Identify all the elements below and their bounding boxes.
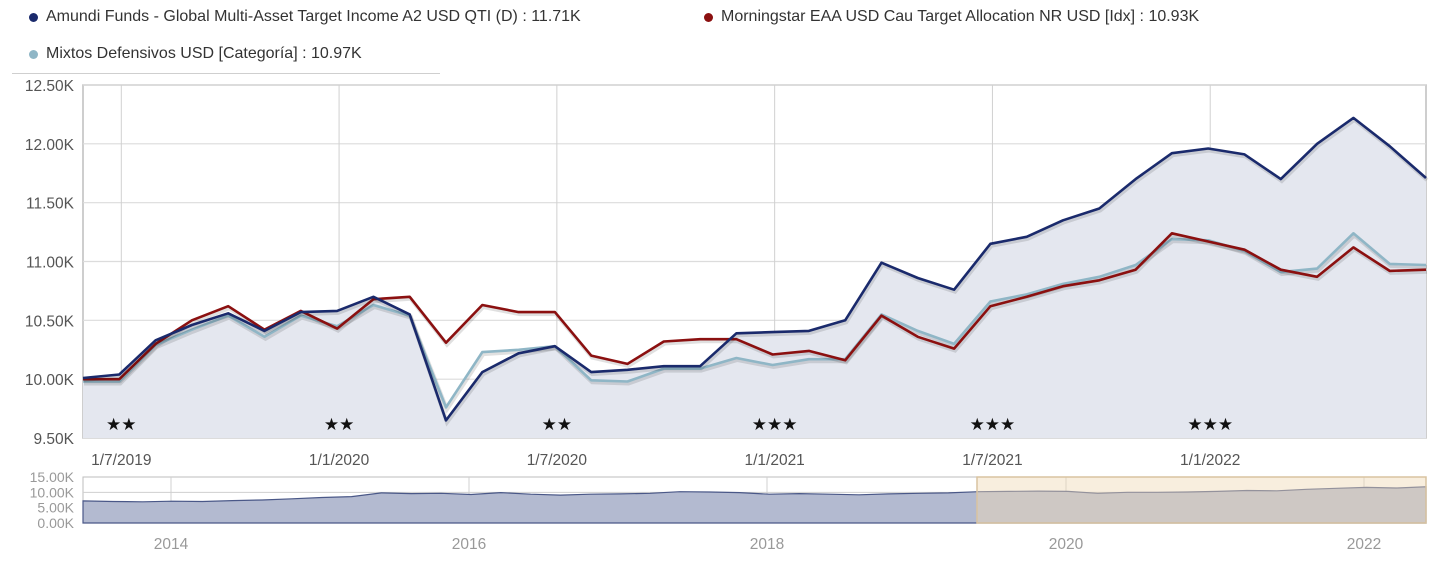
y-tick-label: 12.50K bbox=[25, 78, 75, 95]
chart-legend: Amundi Funds - Global Multi-Asset Target… bbox=[0, 0, 1440, 74]
navigator-y-tick-label: 10.00K bbox=[30, 484, 75, 500]
star-ratings: ★★ ★★ ★★ ★★★ ★★★ ★★★ bbox=[106, 415, 1233, 434]
x-tick-label: 1/1/2022 bbox=[1180, 452, 1240, 469]
navigator-y-tick-label: 0.00K bbox=[37, 515, 74, 531]
fund-line[interactable] bbox=[82, 116, 1427, 422]
star-rating-icon: ★★ bbox=[324, 415, 354, 434]
fund-dot-icon bbox=[29, 12, 38, 22]
navigator-x-tick-label: 2018 bbox=[750, 536, 784, 553]
category-dot-icon bbox=[29, 49, 38, 59]
y-axis: 12.50K 12.00K 11.50K 11.00K 10.50K 10.00K 9.50… bbox=[25, 78, 75, 448]
fund-area-fill bbox=[83, 117, 1426, 439]
y-tick-label: 10.50K bbox=[25, 313, 75, 330]
y-tick-label: 11.50K bbox=[26, 196, 75, 213]
navigator-right-handle[interactable] bbox=[1423, 480, 1427, 520]
legend-label-category: Mixtos Defensivos USD [Categoría] : 10.9… bbox=[46, 45, 362, 62]
navigator-x-tick-label: 2020 bbox=[1049, 536, 1084, 553]
x-tick-label: 1/1/2020 bbox=[309, 452, 370, 469]
x-tick-label: 1/7/2021 bbox=[962, 452, 1022, 469]
index-line[interactable] bbox=[83, 232, 1427, 381]
navigator-x-tick-label: 2016 bbox=[452, 536, 486, 553]
navigator-x-tick-label: 2014 bbox=[154, 536, 189, 553]
x-tick-label: 1/1/2021 bbox=[744, 452, 804, 469]
star-rating-icon: ★★ bbox=[542, 415, 572, 434]
series-lines[interactable] bbox=[82, 116, 1429, 427]
legend-divider bbox=[12, 73, 440, 74]
navigator-x-axis: 2014 2016 2018 2020 2022 bbox=[154, 536, 1381, 553]
navigator-y-tick-label: 15.00K bbox=[30, 469, 75, 485]
navigator-x-tick-label: 2022 bbox=[1347, 536, 1381, 553]
navigator-left-handle[interactable] bbox=[975, 480, 979, 520]
star-rating-icon: ★★ bbox=[106, 415, 136, 434]
y-tick-label: 10.00K bbox=[25, 372, 75, 389]
legend-label-index: Morningstar EAA USD Cau Target Allocatio… bbox=[721, 8, 1200, 25]
navigator-y-tick-label: 5.00K bbox=[37, 500, 74, 516]
x-axis: 1/7/2019 1/1/2020 1/7/2020 1/1/2021 1/7/2021… bbox=[91, 452, 1240, 469]
legend-item-index[interactable]: Morningstar EAA USD Cau Target Allocatio… bbox=[704, 8, 1199, 26]
index-dot-icon bbox=[704, 12, 713, 22]
star-rating-icon: ★★★ bbox=[752, 415, 798, 434]
legend-item-category[interactable]: Mixtos Defensivos USD [Categoría] : 10.9… bbox=[29, 45, 362, 63]
y-tick-label: 11.00K bbox=[26, 255, 75, 272]
navigator-selection-window[interactable] bbox=[976, 476, 1427, 524]
navigator-series-area bbox=[82, 486, 1427, 524]
legend-item-fund[interactable]: Amundi Funds - Global Multi-Asset Target… bbox=[29, 8, 581, 26]
star-rating-icon: ★★★ bbox=[970, 415, 1016, 434]
y-tick-label: 12.00K bbox=[25, 137, 75, 154]
x-tick-label: 1/7/2020 bbox=[527, 452, 588, 469]
star-rating-icon: ★★★ bbox=[1187, 415, 1233, 434]
x-tick-label: 1/7/2019 bbox=[91, 452, 151, 469]
legend-label-fund: Amundi Funds - Global Multi-Asset Target… bbox=[46, 8, 581, 25]
y-tick-label: 9.50K bbox=[33, 431, 74, 448]
